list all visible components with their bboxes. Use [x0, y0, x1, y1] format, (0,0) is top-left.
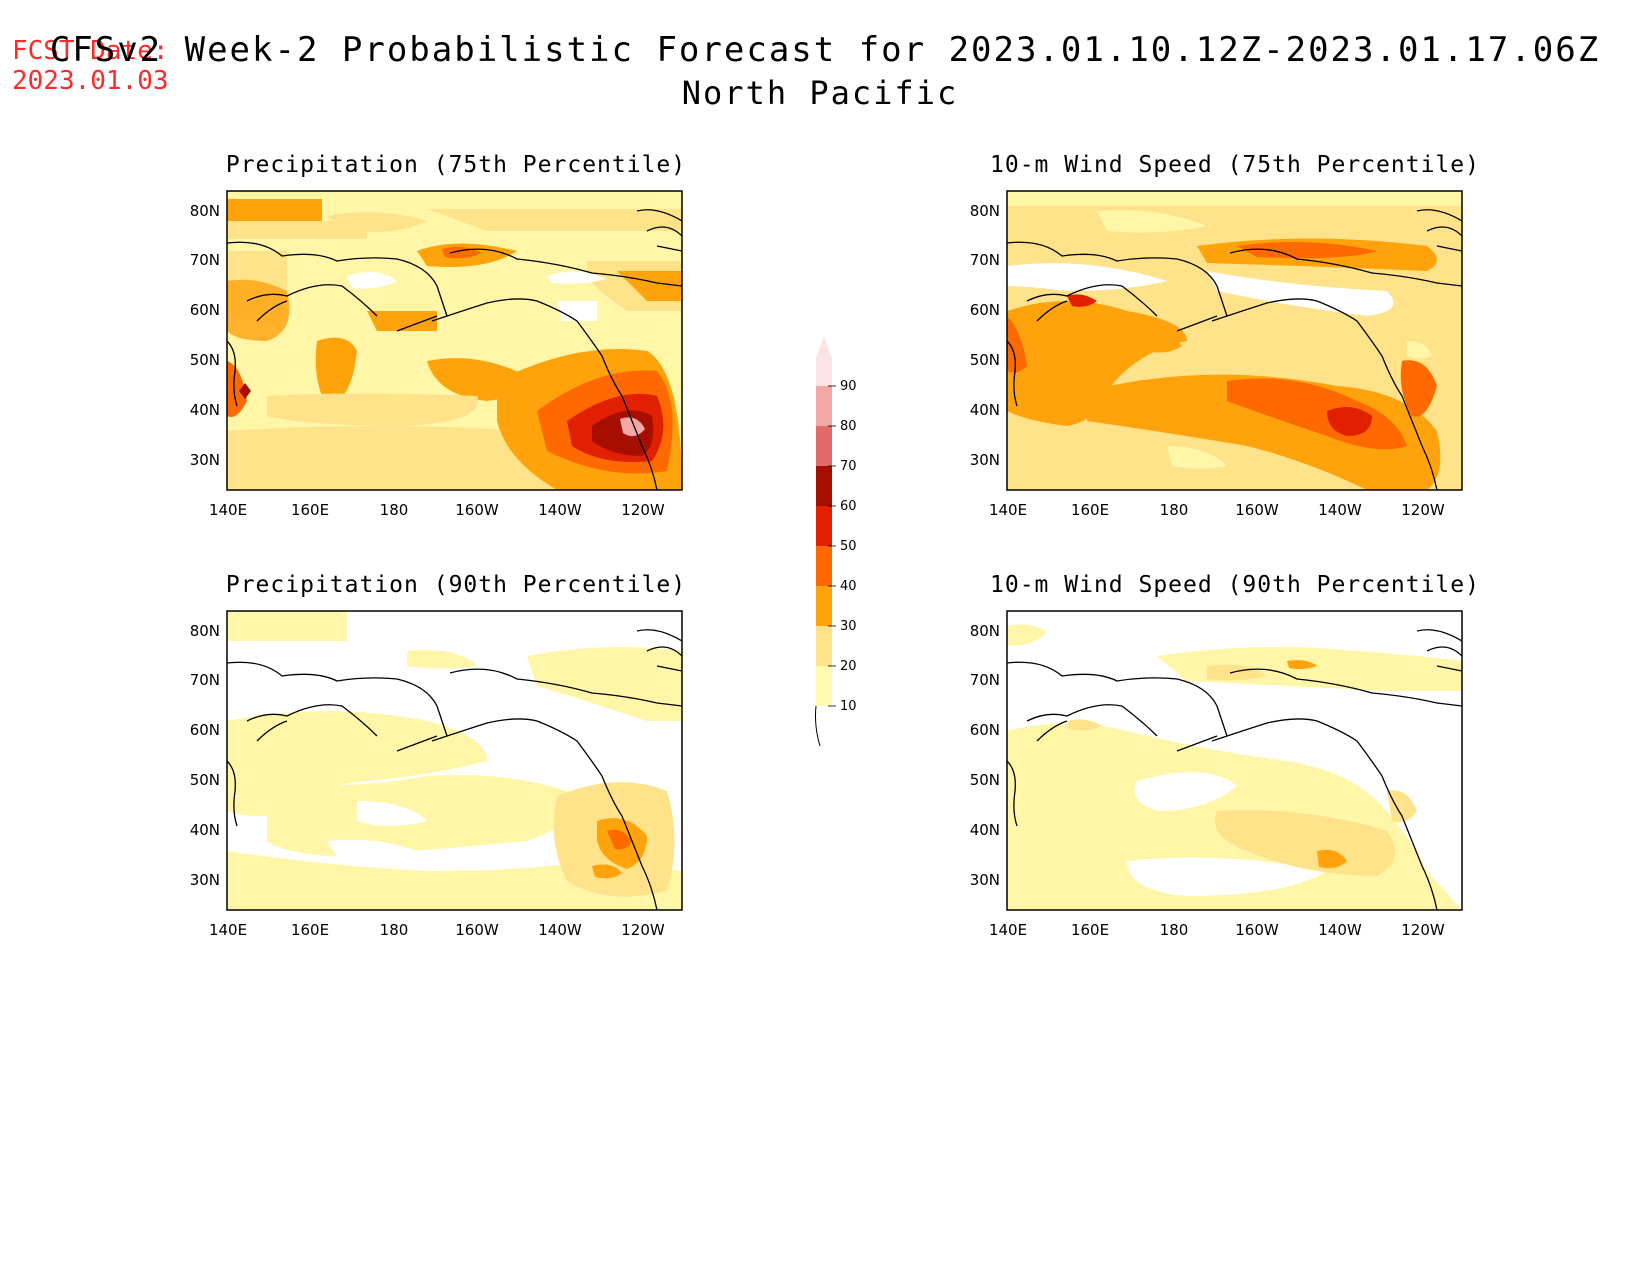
lat-tick-60n: 60N	[190, 721, 220, 739]
lat-tick-80n: 80N	[190, 202, 220, 220]
lon-tick-160e: 160E	[1071, 921, 1109, 939]
lat-tick-60n: 60N	[970, 721, 1000, 739]
colorbar-label: 60	[840, 499, 857, 514]
colorbar-label: 50	[840, 539, 857, 554]
lat-tick-50n: 50N	[190, 351, 220, 369]
lat-axis: 80N 70N 60N 50N 40N 30N	[970, 622, 1000, 889]
panel-title-precip-75: Precipitation (75th Percentile)	[225, 152, 687, 178]
page-title: CFSv2 Week-2 Probabilistic Forecast for …	[49, 30, 1601, 70]
colorbar-label: 80	[840, 419, 857, 434]
colorbar-box	[816, 546, 832, 586]
colorbar-box	[816, 386, 832, 426]
lat-tick-40n: 40N	[190, 401, 220, 419]
panel-title-wind-90: 10-m Wind Speed (90th Percentile)	[990, 572, 1480, 598]
lat-tick-40n: 40N	[970, 821, 1000, 839]
lat-tick-30n: 30N	[190, 451, 220, 469]
colorbar-label: 90	[840, 379, 857, 394]
lon-tick-140w: 140W	[1318, 921, 1362, 939]
lon-tick-160w: 160W	[455, 921, 499, 939]
region-subtitle: North Pacific	[681, 74, 959, 112]
lat-tick-30n: 30N	[970, 871, 1000, 889]
lon-tick-160w: 160W	[455, 501, 499, 519]
lon-tick-140w: 140W	[1318, 501, 1362, 519]
lat-tick-70n: 70N	[970, 671, 1000, 689]
lat-axis: 80N 70N 60N 50N 40N 30N	[190, 202, 220, 469]
colorbar-box	[816, 666, 832, 706]
colorbar-label: 10	[840, 699, 857, 714]
lat-tick-30n: 30N	[190, 871, 220, 889]
colorbar-box	[816, 466, 832, 506]
colorbar-box	[816, 426, 832, 466]
colorbar-lower-end	[815, 705, 821, 747]
lon-tick-180: 180	[380, 501, 409, 519]
lat-tick-60n: 60N	[190, 301, 220, 319]
lon-tick-140e: 140E	[209, 921, 247, 939]
lon-tick-140e: 140E	[989, 921, 1027, 939]
lon-tick-180: 180	[380, 921, 409, 939]
lon-tick-140w: 140W	[538, 921, 582, 939]
colorbar-boxes	[815, 336, 832, 747]
lat-tick-80n: 80N	[190, 622, 220, 640]
lon-tick-160w: 160W	[1235, 921, 1279, 939]
lat-tick-80n: 80N	[970, 202, 1000, 220]
lat-tick-50n: 50N	[970, 351, 1000, 369]
lon-tick-180: 180	[1160, 501, 1189, 519]
panel-title-precip-90: Precipitation (90th Percentile)	[225, 572, 687, 598]
map-panel-wind-75: 80N 70N 60N 50N 40N 30N 140E 160E 180 16…	[970, 190, 1463, 519]
map-panel-precip-90: 80N 70N 60N 50N 40N 30N 140E 160E 180 16…	[190, 610, 683, 939]
lon-tick-140e: 140E	[209, 501, 247, 519]
lon-axis: 140E 160E 180 160W 140W 120W	[989, 921, 1445, 939]
colorbar-box	[816, 506, 832, 546]
lat-tick-40n: 40N	[970, 401, 1000, 419]
colorbar-box	[816, 626, 832, 666]
lat-tick-60n: 60N	[970, 301, 1000, 319]
lon-tick-160w: 160W	[1235, 501, 1279, 519]
lon-axis: 140E 160E 180 160W 140W 120W	[989, 501, 1445, 519]
colorbar-label: 30	[840, 619, 857, 634]
map-panel-wind-90: 80N 70N 60N 50N 40N 30N 140E 160E 180 16…	[970, 610, 1463, 939]
colorbar-label: 20	[840, 659, 857, 674]
forecast-date-label: FCST Date: 2023.01.03	[12, 36, 169, 96]
lat-tick-30n: 30N	[970, 451, 1000, 469]
lon-axis: 140E 160E 180 160W 140W 120W	[209, 921, 665, 939]
lon-tick-160e: 160E	[291, 501, 329, 519]
lat-tick-70n: 70N	[190, 251, 220, 269]
lon-tick-160e: 160E	[291, 921, 329, 939]
lat-axis: 80N 70N 60N 50N 40N 30N	[970, 202, 1000, 469]
lon-tick-120w: 120W	[1401, 501, 1445, 519]
lat-tick-70n: 70N	[970, 251, 1000, 269]
lat-tick-80n: 80N	[970, 622, 1000, 640]
colorbar-label: 70	[840, 459, 857, 474]
colorbar-box	[816, 586, 832, 626]
panel-title-wind-75: 10-m Wind Speed (75th Percentile)	[990, 152, 1480, 178]
lon-tick-180: 180	[1160, 921, 1189, 939]
colorbar: 10 20 30 40 50 60 70 80 90	[815, 336, 857, 747]
lon-tick-140w: 140W	[538, 501, 582, 519]
lon-tick-120w: 120W	[1401, 921, 1445, 939]
lon-tick-140e: 140E	[989, 501, 1027, 519]
lat-tick-50n: 50N	[190, 771, 220, 789]
lat-tick-40n: 40N	[190, 821, 220, 839]
colorbar-box	[816, 336, 832, 386]
colorbar-label: 40	[840, 579, 857, 594]
lat-tick-70n: 70N	[190, 671, 220, 689]
lon-axis: 140E 160E 180 160W 140W 120W	[209, 501, 665, 519]
lat-axis: 80N 70N 60N 50N 40N 30N	[190, 622, 220, 889]
lon-tick-160e: 160E	[1071, 501, 1109, 519]
lon-tick-120w: 120W	[621, 501, 665, 519]
lat-tick-50n: 50N	[970, 771, 1000, 789]
lon-tick-120w: 120W	[621, 921, 665, 939]
map-panel-precip-75: 80N 70N 60N 50N 40N 30N 140E 160E 180 16…	[190, 190, 683, 519]
